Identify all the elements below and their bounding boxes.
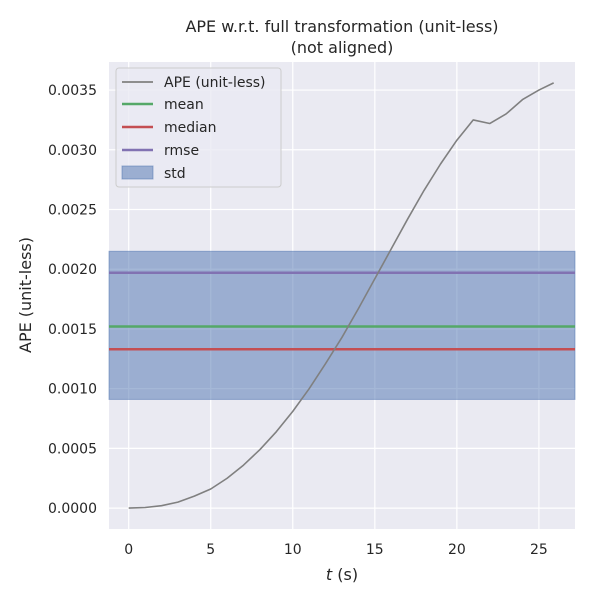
y-tick-label-5: 0.0025 — [48, 203, 97, 219]
legend: APE (unit-less) mean median rmse std — [115, 67, 282, 188]
legend-box — [115, 67, 282, 188]
y-tick-label-0: 0.0000 — [48, 501, 97, 517]
y-tick-label-2: 0.0010 — [48, 382, 97, 398]
x-tick-label-0: 0 — [124, 542, 133, 558]
legend-label-std: std — [164, 166, 186, 182]
y-tick-label-7: 0.0035 — [48, 83, 97, 99]
chart-title-line-1: APE w.r.t. full transformation (unit-les… — [185, 17, 498, 36]
legend-swatch-std — [121, 165, 154, 180]
y-tick-label-3: 0.0015 — [48, 322, 97, 338]
x-tick-label-1: 5 — [206, 542, 215, 558]
series-layer — [109, 82, 575, 509]
y-tick-label-1: 0.0005 — [48, 441, 97, 457]
x-tick-label-5: 25 — [530, 542, 548, 558]
y-axis-label: APE (unit-less) — [16, 237, 35, 353]
y-tick-label-4: 0.0020 — [48, 262, 97, 278]
chart-title-line-2: (not aligned) — [291, 38, 394, 57]
y-tick-label-6: 0.0030 — [48, 143, 97, 159]
legend-label-ape: APE (unit-less) — [164, 75, 266, 91]
x-tick-label-3: 15 — [366, 542, 384, 558]
x-tick-labels: 0 5 10 15 20 25 — [124, 542, 548, 558]
x-axis-label-unit: (s) — [332, 565, 358, 584]
x-axis-label-symbol: t — [326, 565, 333, 584]
x-axis-label: t (s) — [326, 565, 358, 584]
y-tick-labels: 0.0000 0.0005 0.0010 0.0015 0.0020 0.0025 0.00… — [48, 83, 97, 517]
x-tick-label-2: 10 — [284, 542, 302, 558]
ape-series-line-0 — [128, 82, 555, 509]
legend-label-median: median — [164, 120, 216, 136]
x-tick-label-4: 20 — [448, 542, 466, 558]
legend-label-rmse: rmse — [164, 143, 199, 159]
legend-label-mean: mean — [164, 97, 204, 113]
